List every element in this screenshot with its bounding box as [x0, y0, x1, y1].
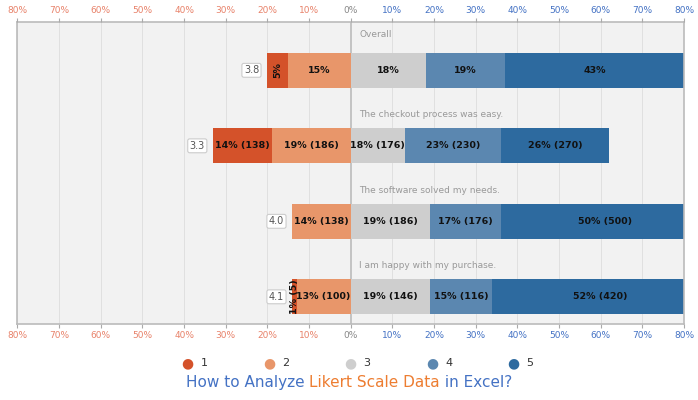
Text: The software solved my needs.: The software solved my needs. — [359, 186, 500, 195]
Bar — [297, 280, 350, 314]
Text: 4.1: 4.1 — [269, 292, 284, 302]
Text: 3: 3 — [364, 358, 371, 368]
Text: 15%: 15% — [309, 66, 331, 75]
Text: 4: 4 — [445, 358, 452, 368]
Text: 3.3: 3.3 — [190, 141, 205, 151]
Text: 50% (500): 50% (500) — [578, 217, 632, 226]
Bar — [288, 53, 350, 88]
Text: 1: 1 — [200, 358, 207, 368]
Text: ●: ● — [507, 356, 519, 370]
Bar — [350, 280, 430, 314]
Text: 17% (176): 17% (176) — [438, 217, 493, 226]
Text: ●: ● — [344, 356, 357, 370]
Bar — [350, 128, 405, 163]
Bar — [292, 280, 297, 314]
Text: 3.8: 3.8 — [244, 65, 259, 75]
Bar — [500, 204, 698, 239]
Text: ●: ● — [181, 356, 193, 370]
Text: 2: 2 — [282, 358, 289, 368]
Text: 19% (146): 19% (146) — [363, 292, 417, 301]
Text: ●: ● — [263, 356, 275, 370]
Bar — [430, 204, 500, 239]
Text: 14% (138): 14% (138) — [215, 141, 270, 150]
Bar — [500, 128, 609, 163]
Text: in Excel?: in Excel? — [440, 375, 512, 390]
Bar — [214, 128, 272, 163]
Bar — [350, 204, 430, 239]
Bar — [505, 53, 684, 88]
Bar — [405, 128, 500, 163]
Text: 19% (186): 19% (186) — [283, 141, 339, 150]
Text: 18%: 18% — [377, 66, 400, 75]
Bar — [350, 53, 426, 88]
Bar — [292, 204, 350, 239]
Text: 19%: 19% — [454, 66, 477, 75]
Bar — [267, 53, 288, 88]
Text: 23% (230): 23% (230) — [426, 141, 480, 150]
Bar — [426, 53, 505, 88]
Bar — [430, 280, 492, 314]
Text: 14% (138): 14% (138) — [294, 217, 349, 226]
Bar — [492, 280, 698, 314]
Text: 18% (176): 18% (176) — [350, 141, 406, 150]
Text: How to Analyze: How to Analyze — [186, 375, 309, 390]
Text: 43%: 43% — [584, 66, 606, 75]
Text: I am happy with my purchase.: I am happy with my purchase. — [359, 261, 496, 270]
Text: Overall: Overall — [359, 30, 392, 39]
Text: 13% (100): 13% (100) — [297, 292, 351, 301]
Text: 15% (116): 15% (116) — [434, 292, 489, 301]
Text: 19% (186): 19% (186) — [363, 217, 418, 226]
Text: 1% (5): 1% (5) — [290, 280, 299, 314]
Text: 4.0: 4.0 — [269, 216, 284, 226]
Bar — [272, 128, 350, 163]
Text: 5%: 5% — [274, 62, 282, 78]
Text: 52% (420): 52% (420) — [574, 292, 628, 301]
Text: 5: 5 — [526, 358, 533, 368]
Text: The checkout process was easy.: The checkout process was easy. — [359, 110, 503, 119]
Text: ●: ● — [426, 356, 438, 370]
Text: 26% (270): 26% (270) — [528, 141, 582, 150]
Text: Likert Scale Data: Likert Scale Data — [309, 375, 440, 390]
